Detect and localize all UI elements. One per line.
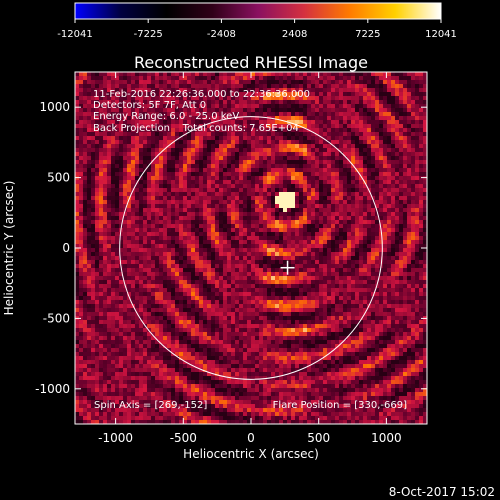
x-tick-label: 500 [307,431,330,445]
x-axis-label: Heliocentric X (arcsec) [183,447,319,461]
spin-axis-label: Spin Axis = [269,-152] [94,400,207,411]
colorbar-tick-label: -12041 [57,29,92,40]
y-tick-label: 500 [47,171,70,185]
colorbar [74,2,442,20]
flare-position-label: Flare Position = [330,-669] [273,400,407,411]
info-line-detectors: Detectors: 5F 7F, Att 0 [93,100,206,111]
y-tick-label: -1000 [35,382,70,396]
info-block: 11-Feb-2016 22:26:36.000 to 22:36:36.000… [93,89,310,134]
colorbar-tick-label: -2408 [207,29,236,40]
x-tick-label: 1000 [371,431,402,445]
solar-limb-circle [119,116,383,380]
chart-title: Reconstructed RHESSI Image [134,53,368,72]
x-tick-label: -1000 [98,431,133,445]
colorbar-tick-label: -7225 [134,29,163,40]
y-tick-label: 0 [62,241,70,255]
heatmap-image [75,72,427,424]
info-line-energy: Energy Range: 6.0 - 25.0 keV [93,111,239,122]
colorbar-tick-label: 7225 [355,29,380,40]
timestamp: 8-Oct-2017 15:02 [389,485,495,499]
colorbar-tick-label: 2408 [282,29,307,40]
flare-marker [280,260,295,275]
x-tick-label: 0 [247,431,255,445]
y-tick-label: 1000 [39,100,70,114]
axis-ticks: -1000 -500 0 500 1000 -1000 -500 0 500 1000 [35,72,427,445]
y-axis-label: Heliocentric Y (arcsec) [2,181,16,316]
colorbar-tick-label: 12041 [425,29,457,40]
x-tick-label: -500 [170,431,197,445]
info-line-method: Back Projection Total counts: 7.65E+04 [93,123,299,134]
y-tick-label: -500 [43,311,70,325]
colorbar-ticks: -12041 -7225 -2408 2408 7225 12041 [57,19,457,40]
info-line-time: 11-Feb-2016 22:26:36.000 to 22:36:36.000 [93,89,310,100]
